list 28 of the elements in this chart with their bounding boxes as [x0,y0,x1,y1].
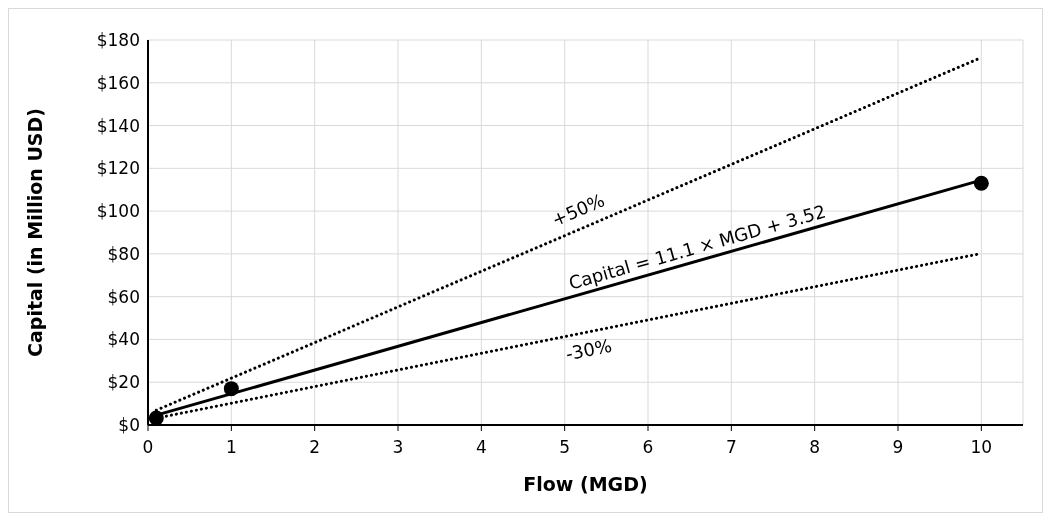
point [148,410,164,426]
point [223,381,239,397]
y-tick-label: $100 [96,201,140,222]
y-tick-label: $60 [107,286,140,307]
x-tick-label: 7 [725,437,737,457]
x-tick-label: 10 [970,437,993,457]
y-tick-label: $80 [107,243,140,264]
x-tick-label: 2 [309,437,321,457]
y-tick-label: $20 [107,372,140,393]
x-axis-title: Flow (MGD) [523,473,648,495]
y-tick-label: $40 [107,329,140,350]
x-tick-label: 3 [392,437,404,457]
y-tick-label: $180 [96,29,140,50]
x-tick-label: 9 [892,437,904,457]
x-tick-label: 6 [642,437,654,457]
x-tick-label: 0 [142,437,154,457]
y-axis-title: Capital (in Million USD) [24,108,46,357]
point [973,175,989,191]
text: +50% [548,189,608,231]
x-tick-label: 1 [225,437,237,457]
x-tick-label: 5 [559,437,571,457]
y-tick-label: $120 [96,158,140,179]
y-tick-label: $160 [96,72,140,93]
x-tick-label: 8 [809,437,821,457]
x-tick-label: 4 [475,437,487,457]
y-tick-label: $0 [118,414,140,435]
y-tick-label: $140 [96,115,140,136]
text: -30% [563,334,614,365]
